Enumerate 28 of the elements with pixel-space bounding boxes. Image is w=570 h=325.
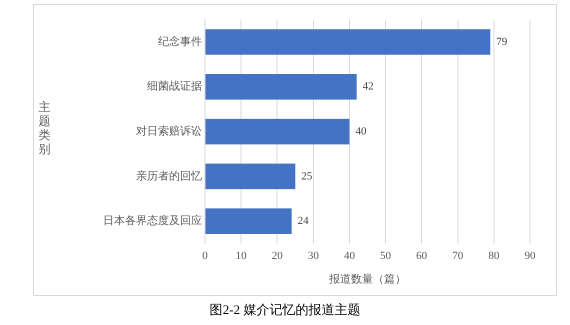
text: 图2-2 媒介记忆的报道主题 xyxy=(208,301,362,319)
y-tick-label: 对日索赔诉讼 xyxy=(136,124,202,138)
x-tick-label: 80 xyxy=(488,250,500,262)
data-label: 25 xyxy=(301,170,313,182)
data-label: 42 xyxy=(362,80,374,93)
data-label: 40 xyxy=(355,125,367,138)
y-tick-label: 亲历者的回忆 xyxy=(136,169,202,182)
data-label: 79 xyxy=(496,36,508,48)
y-tick-label: 日本各界态度及回应 xyxy=(103,214,202,228)
bar xyxy=(206,164,296,190)
bar xyxy=(206,118,350,144)
data-label: 24 xyxy=(298,215,310,228)
bar xyxy=(206,208,292,234)
x-tick-label: 0 xyxy=(202,250,208,262)
x-tick-label: 40 xyxy=(344,250,356,262)
x-axis-title: 报道数量（篇） xyxy=(328,272,406,286)
y-tick-label: 纪念事件 xyxy=(158,34,202,48)
bar xyxy=(206,74,357,100)
bar xyxy=(206,29,490,55)
x-tick-label: 90 xyxy=(524,250,536,262)
x-tick-label: 50 xyxy=(380,250,392,262)
x-tick-label: 10 xyxy=(236,250,248,262)
x-tick-label: 30 xyxy=(308,250,320,262)
x-tick-label: 20 xyxy=(272,250,284,262)
x-tick-label: 60 xyxy=(416,250,428,262)
y-axis-title: 主题类别 xyxy=(38,100,51,156)
y-tick-label: 细菌战证据 xyxy=(147,80,202,93)
x-tick-label: 70 xyxy=(452,250,464,262)
